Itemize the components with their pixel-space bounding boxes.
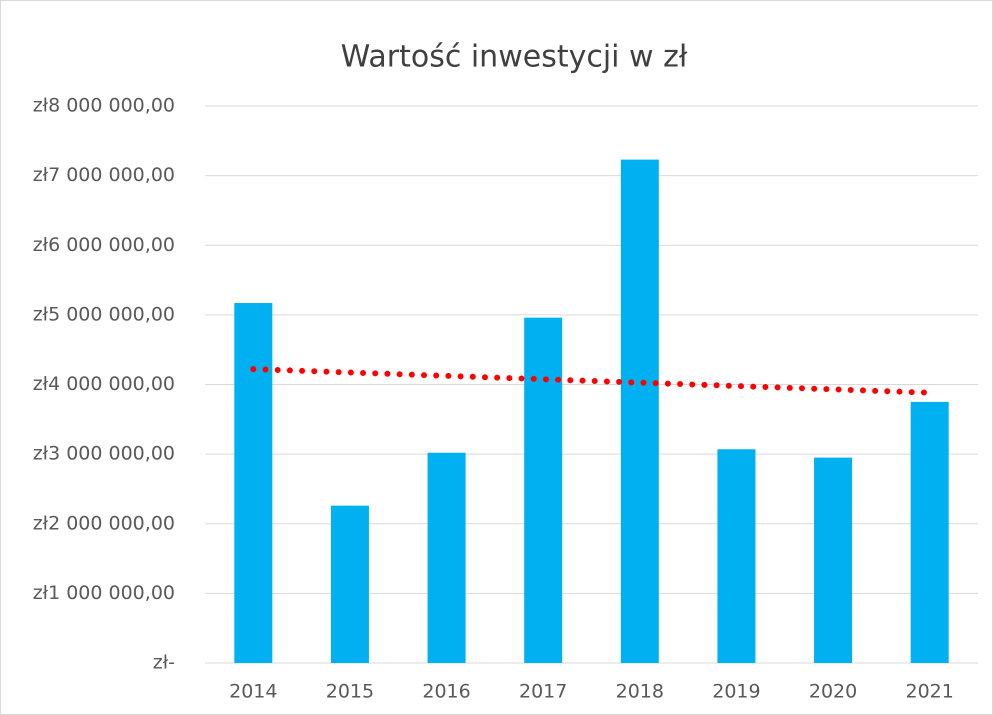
x-tick-label: 2017 [519,681,567,703]
x-tick-label: 2014 [229,681,277,703]
bar [524,317,563,663]
y-tick-label: zł1 000 000,00 [33,582,175,604]
y-tick-label: zł8 000 000,00 [33,95,175,117]
trendline [250,366,933,396]
x-tick-label: 2019 [712,681,760,703]
bar [717,449,756,663]
y-tick-label: zł5 000 000,00 [33,303,175,325]
bar [620,159,659,663]
y-tick-label: zł3 000 000,00 [33,443,175,465]
x-tick-label: 2018 [616,681,664,703]
y-tick-label: zł4 000 000,00 [33,373,175,395]
bar [234,303,273,663]
bar [910,401,949,663]
y-tick-label: zł2 000 000,00 [33,512,175,534]
y-tick-label: zł6 000 000,00 [33,234,175,256]
x-tick-label: 2016 [422,681,470,703]
x-tick-label: 2021 [906,681,954,703]
y-tick-label: zł7 000 000,00 [33,164,175,186]
x-tick-label: 2020 [809,681,857,703]
y-tick-label: zł- [153,652,175,674]
bar [814,457,853,663]
x-tick-label: 2015 [326,681,374,703]
chart-title: Wartość inwestycji w zł [341,40,688,75]
bar [330,505,369,663]
bar [427,452,466,663]
